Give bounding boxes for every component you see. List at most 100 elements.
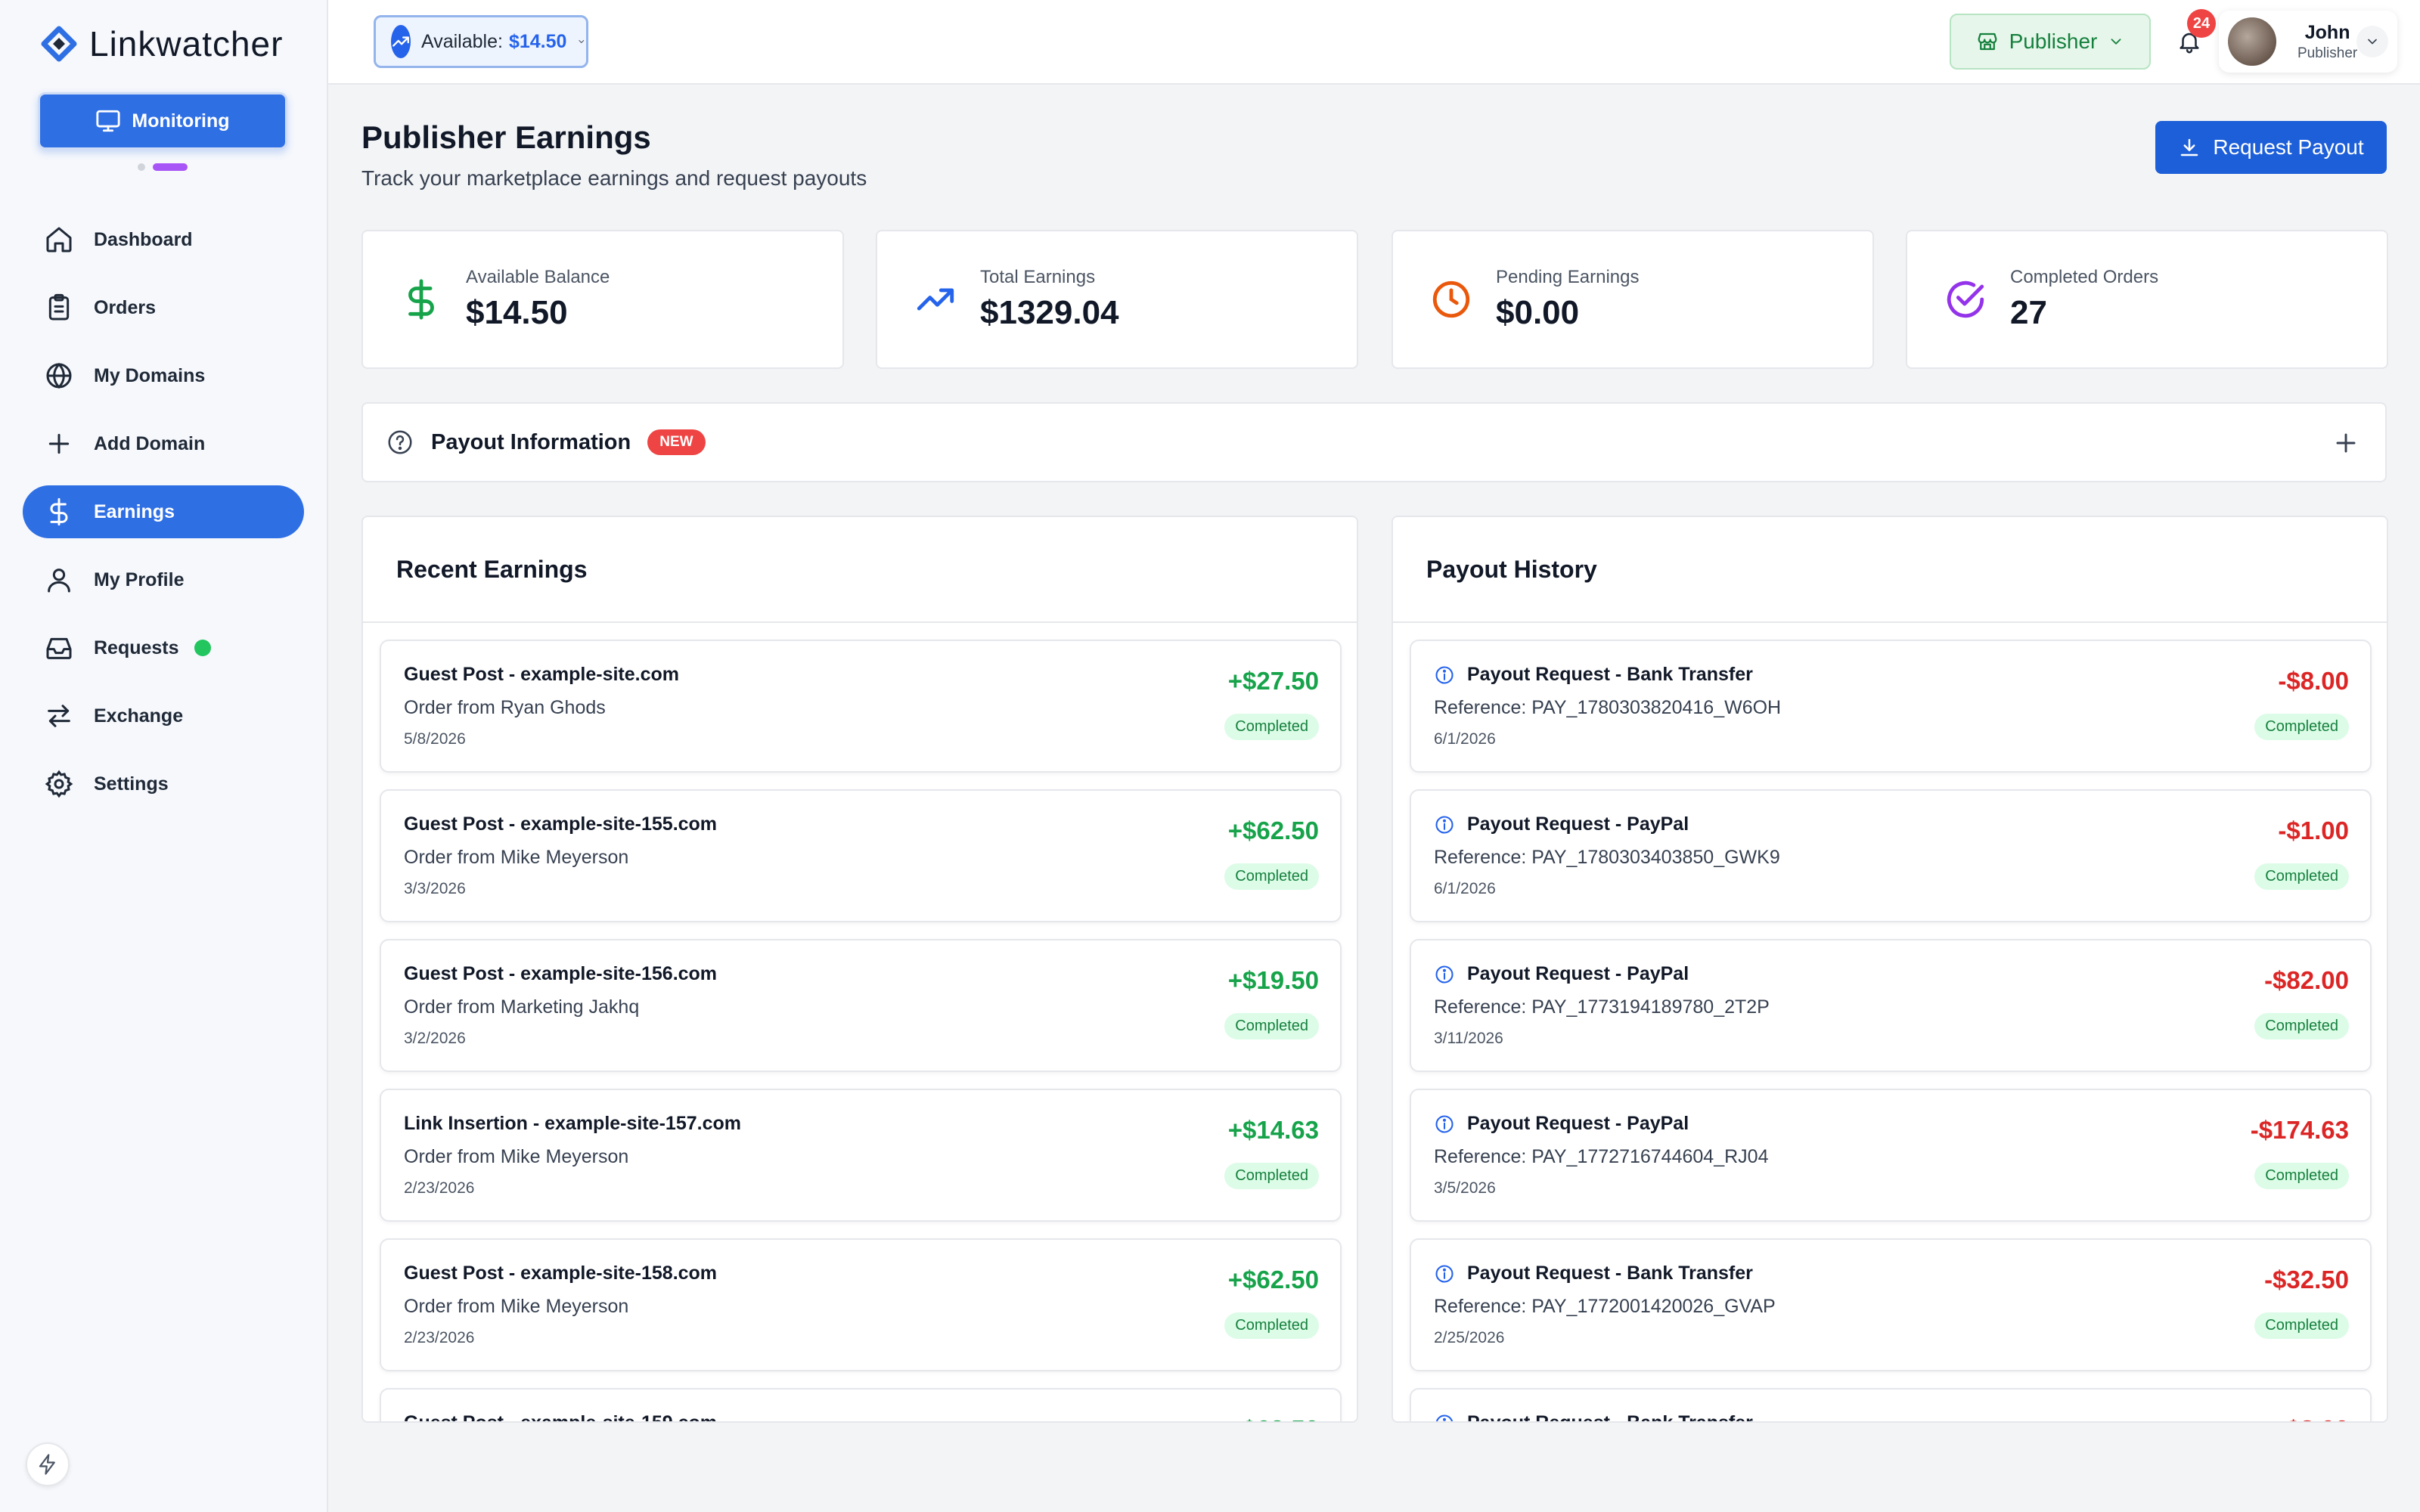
payout-reference: Reference: PAY_1780303403850_GWK9 xyxy=(1434,847,1780,868)
user-name: John xyxy=(2304,21,2350,43)
payout-date: 6/1/2026 xyxy=(1434,730,1496,748)
request-payout-button[interactable]: Request Payout xyxy=(2155,121,2387,174)
sidebar-item-settings[interactable]: Settings xyxy=(23,758,304,810)
sidebar-item-label: Add Domain xyxy=(94,432,206,454)
sidebar-item-earnings[interactable]: Earnings xyxy=(23,485,304,538)
request-payout-label: Request Payout xyxy=(2213,135,2364,159)
recent-earnings-title: Recent Earnings xyxy=(363,517,1357,623)
earning-title: Guest Post - example-site-159.com xyxy=(404,1412,718,1423)
earning-card[interactable]: Guest Post - example-site-159.com +$62.5… xyxy=(380,1388,1342,1423)
earning-title: Guest Post - example-site.com xyxy=(404,664,680,685)
quick-action-button[interactable] xyxy=(26,1442,70,1486)
user-menu[interactable]: John Publisher xyxy=(2219,11,2397,73)
earning-card[interactable]: Guest Post - example-site-158.com Order … xyxy=(380,1238,1342,1371)
stat-label: Available Balance xyxy=(466,267,610,287)
payout-reference: Reference: PAY_1773194189780_2T2P xyxy=(1434,996,1770,1018)
status-badge: Completed xyxy=(1224,1312,1319,1339)
earning-card[interactable]: Guest Post - example-site.com Order from… xyxy=(380,640,1342,773)
sidebar-nav: Dashboard Orders My Domains Add Domain E… xyxy=(23,213,304,826)
stat-label: Pending Earnings xyxy=(1496,267,1640,287)
available-value: $14.50 xyxy=(508,30,567,52)
topbar: Available: $14.50 Publisher 24 John Publ… xyxy=(328,0,2420,85)
stat-card-available-balance: Available Balance $14.50 xyxy=(361,230,844,369)
earning-card[interactable]: Guest Post - example-site-156.com Order … xyxy=(380,939,1342,1072)
sidebar-item-my-domains[interactable]: My Domains xyxy=(23,349,304,402)
home-icon xyxy=(46,227,72,253)
info-icon xyxy=(1435,965,1454,984)
trending-up-icon xyxy=(392,36,409,47)
mode-indicator[interactable] xyxy=(138,163,188,171)
info-icon xyxy=(1435,1264,1454,1283)
trending-up-icon xyxy=(917,288,954,311)
payout-card[interactable]: Payout Request - PayPal Reference: PAY_1… xyxy=(1410,789,2372,922)
page-title: Publisher Earnings xyxy=(361,119,651,155)
info-icon xyxy=(1435,665,1454,684)
payout-amount: -$82.00 xyxy=(2264,966,2349,994)
sidebar-item-label: Requests xyxy=(94,637,179,658)
payout-card[interactable]: Payout Request - PayPal Reference: PAY_1… xyxy=(1410,939,2372,1072)
earning-date: 3/2/2026 xyxy=(404,1030,466,1047)
payout-history-title: Payout History xyxy=(1393,517,2387,623)
plus-icon xyxy=(48,433,70,454)
earning-card[interactable]: Guest Post - example-site-155.com Order … xyxy=(380,789,1342,922)
arrows-icon xyxy=(48,705,70,727)
gear-icon xyxy=(45,770,73,798)
payout-title: Payout Request - PayPal xyxy=(1467,963,1689,984)
status-badge: Completed xyxy=(2254,714,2349,740)
payout-reference: Reference: PAY_1780303820416_W6OH xyxy=(1434,697,1782,718)
notification-count-badge: 24 xyxy=(2187,9,2216,38)
available-label: Available: xyxy=(421,30,503,52)
payout-card[interactable]: Payout Request - Bank Transfer Reference… xyxy=(1410,640,2372,773)
page-subtitle: Track your marketplace earnings and requ… xyxy=(361,166,867,190)
payout-date: 2/25/2026 xyxy=(1434,1329,1505,1346)
sidebar: Linkwatcher Monitoring Dashboard Orders … xyxy=(0,0,328,1512)
earning-title: Guest Post - example-site-155.com xyxy=(404,813,718,835)
user-menu-toggle[interactable] xyxy=(2356,26,2388,57)
payout-title: Payout Request - PayPal xyxy=(1467,813,1689,835)
payout-information-accordion[interactable]: Payout Information NEW xyxy=(361,402,2387,482)
payout-card[interactable]: Payout Request - PayPal Reference: PAY_1… xyxy=(1410,1089,2372,1222)
monitoring-label: Monitoring xyxy=(132,110,230,132)
stat-card-pending-earnings: Pending Earnings $0.00 xyxy=(1392,230,1874,369)
check-circle-icon xyxy=(1947,280,1984,318)
payout-date: 6/1/2026 xyxy=(1434,880,1496,897)
chevron-down-icon xyxy=(579,40,585,44)
payout-reference: Reference: PAY_1772001420026_GVAP xyxy=(1434,1296,1776,1317)
earning-date: 3/3/2026 xyxy=(404,880,466,897)
logo[interactable]: Linkwatcher xyxy=(39,21,283,67)
sidebar-item-dashboard[interactable]: Dashboard xyxy=(23,213,304,266)
sidebar-item-label: Dashboard xyxy=(94,228,193,250)
earning-order-from: Order from Ryan Ghods xyxy=(404,697,606,718)
payout-date: 3/5/2026 xyxy=(1434,1179,1496,1197)
plus-icon[interactable] xyxy=(2329,426,2363,460)
logo-icon xyxy=(41,26,77,62)
sidebar-item-requests[interactable]: Requests xyxy=(23,621,304,674)
trending-up-badge xyxy=(391,25,411,58)
status-badge: Completed xyxy=(1224,1013,1319,1040)
indicator-dot[interactable] xyxy=(138,163,145,171)
payout-title: Payout Request - Bank Transfer xyxy=(1467,1412,1753,1423)
recent-earnings-panel: Recent Earnings Guest Post - example-sit… xyxy=(361,516,1358,1423)
monitoring-button[interactable]: Monitoring xyxy=(38,92,287,150)
payout-amount: -$32.50 xyxy=(2264,1266,2349,1294)
payout-history-panel: Payout History Payout Request - Bank Tra… xyxy=(1392,516,2388,1423)
stat-label: Completed Orders xyxy=(2010,267,2159,287)
indicator-dot-active[interactable] xyxy=(153,163,188,171)
role-switcher[interactable]: Publisher xyxy=(1950,14,2151,70)
payout-card[interactable]: Payout Request - Bank Transfer -$8.00 xyxy=(1410,1388,2372,1423)
payout-amount: -$1.00 xyxy=(2278,816,2349,844)
sidebar-item-label: Orders xyxy=(94,296,156,318)
payout-card[interactable]: Payout Request - Bank Transfer Reference… xyxy=(1410,1238,2372,1371)
earning-order-from: Order from Mike Meyerson xyxy=(404,1296,629,1317)
sidebar-item-add-domain[interactable]: Add Domain xyxy=(23,417,304,470)
stat-value: $1329.04 xyxy=(980,294,1119,331)
payout-date: 3/11/2026 xyxy=(1434,1030,1503,1047)
bolt-icon xyxy=(39,1454,55,1475)
earning-title: Guest Post - example-site-158.com xyxy=(404,1263,718,1284)
available-balance-dropdown[interactable]: Available: $14.50 xyxy=(374,15,588,68)
status-badge: Completed xyxy=(1224,863,1319,890)
sidebar-item-exchange[interactable]: Exchange xyxy=(23,689,304,742)
earning-card[interactable]: Link Insertion - example-site-157.com Or… xyxy=(380,1089,1342,1222)
sidebar-item-orders[interactable]: Orders xyxy=(23,281,304,334)
sidebar-item-my-profile[interactable]: My Profile xyxy=(23,553,304,606)
